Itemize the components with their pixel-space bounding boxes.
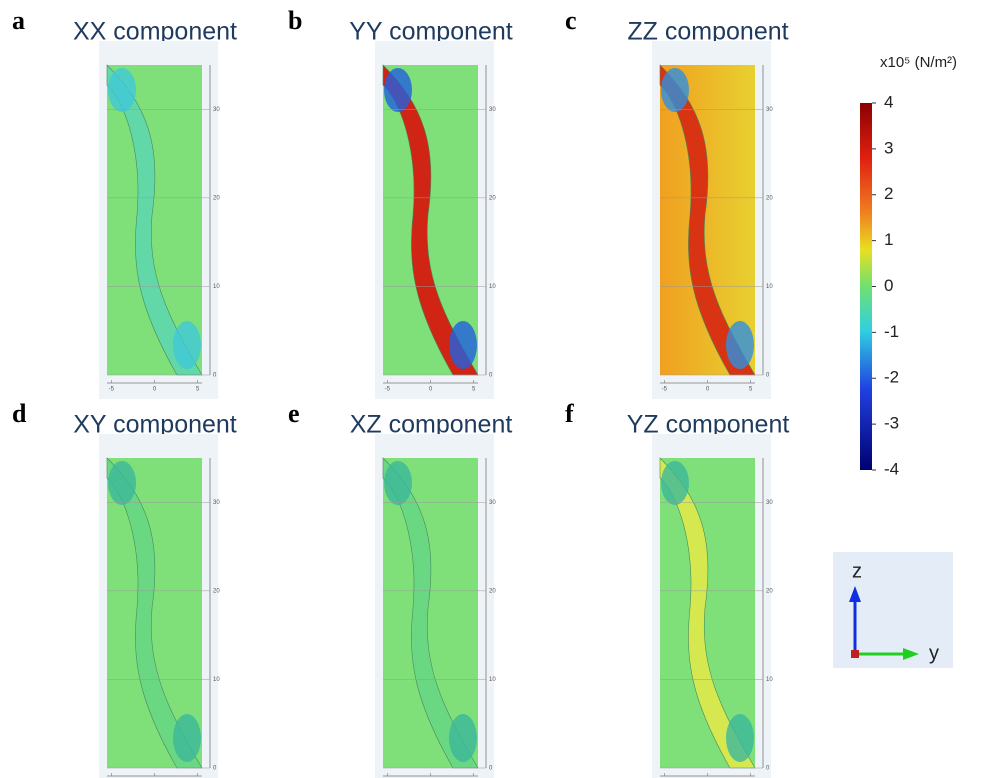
z-tick-label: 10: [213, 677, 220, 683]
y-tick-label: -5: [662, 387, 668, 393]
panel-letter: f: [565, 399, 574, 428]
z-tick-label: 30: [213, 500, 220, 506]
z-tick-label: 20: [766, 588, 773, 594]
corner-top: [384, 461, 412, 505]
panel-letter: c: [565, 6, 577, 35]
corner-bottom: [173, 321, 201, 369]
corner-bottom: [726, 714, 754, 762]
corner-bottom: [173, 714, 201, 762]
panel-letter: b: [288, 6, 302, 35]
figure: z y x10⁵ (N/m²) aXX component0102030-505…: [0, 0, 993, 778]
corner-top: [108, 461, 136, 505]
colorbar-tick-label: 2: [884, 184, 893, 203]
x-marker: [851, 650, 859, 658]
panel-letter: a: [12, 6, 25, 35]
corner-bottom: [449, 714, 477, 762]
colorbar-tick-label: -3: [884, 414, 899, 433]
z-tick-label: 20: [766, 195, 773, 201]
panel-letter: e: [288, 399, 300, 428]
colorbar-tick-label: 3: [884, 138, 893, 157]
z-tick-label: 20: [213, 195, 220, 201]
colorbar-tick-label: 0: [884, 276, 893, 295]
y-tick-label: -5: [385, 387, 391, 393]
panel-letter: d: [12, 399, 27, 428]
corner-top: [384, 68, 412, 112]
corner-bottom: [726, 321, 754, 369]
z-tick-label: 20: [489, 195, 496, 201]
z-tick-label: 10: [489, 284, 496, 290]
colorbar: [860, 103, 872, 470]
z-tick-label: 30: [489, 500, 496, 506]
z-tick-label: 10: [766, 677, 773, 683]
z-tick-label: 10: [766, 284, 773, 290]
colorbar-tick-label: -2: [884, 368, 899, 387]
y-tick-label: -5: [109, 387, 115, 393]
z-tick-label: 10: [213, 284, 220, 290]
colorbar-unit: x10⁵ (N/m²): [880, 54, 957, 71]
z-tick-label: 20: [489, 588, 496, 594]
colorbar-tick-label: 4: [884, 92, 893, 111]
colorbar-tick-label: 1: [884, 230, 893, 249]
colorbar-tick-label: -1: [884, 322, 899, 341]
z-tick-label: 30: [766, 500, 773, 506]
triad-z: z: [852, 560, 862, 582]
z-tick-label: 30: [213, 107, 220, 113]
z-tick-label: 30: [766, 107, 773, 113]
colorbar-tick-label: -4: [884, 459, 899, 478]
corner-bottom: [449, 321, 477, 369]
z-tick-label: 20: [213, 588, 220, 594]
z-tick-label: 30: [489, 107, 496, 113]
corner-top: [661, 68, 689, 112]
triad-y: y: [929, 642, 939, 664]
corner-top: [108, 68, 136, 112]
corner-top: [661, 461, 689, 505]
z-tick-label: 10: [489, 677, 496, 683]
